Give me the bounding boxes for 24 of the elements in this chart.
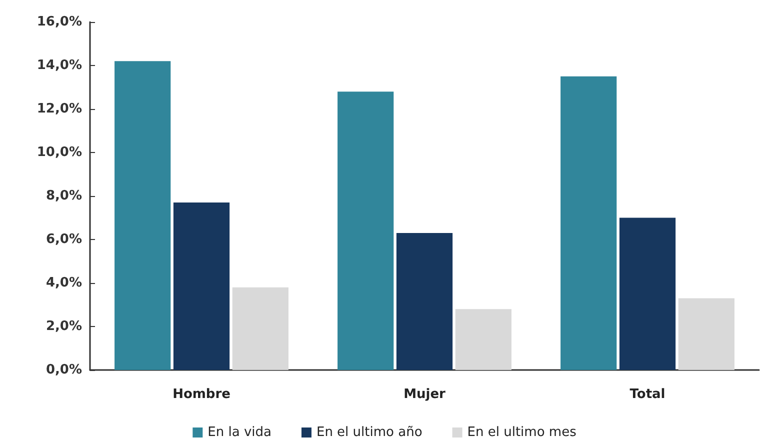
y-tick-label: 2,0%: [46, 319, 82, 334]
bar: [114, 61, 171, 370]
bar: [678, 298, 734, 370]
y-tick-label: 8,0%: [46, 188, 82, 204]
bar: [396, 232, 453, 370]
y-tick-label: 4,0%: [46, 276, 82, 290]
x-tick-label: Mujer: [404, 387, 446, 402]
legend-label: En el ultimo mes: [467, 425, 577, 440]
y-tick-label: 16,0%: [36, 14, 82, 30]
bar: [232, 287, 288, 370]
bar: [455, 309, 512, 370]
legend-label: En el ultimo año: [316, 425, 422, 440]
y-tick-label: 14,0%: [36, 58, 82, 73]
bar: [619, 218, 676, 370]
x-tick-label: Total: [630, 387, 666, 402]
y-tick-label: 6,0%: [46, 232, 82, 247]
legend-label: En la vida: [208, 425, 272, 440]
bar: [173, 202, 230, 370]
y-tick-label: 12,0%: [36, 102, 82, 116]
bar: [338, 92, 394, 370]
x-tick-label: Hombre: [172, 387, 231, 402]
y-tick-label: 10,0%: [36, 145, 82, 160]
bar: [560, 76, 617, 370]
y-tick-label: 0,0%: [46, 362, 82, 378]
